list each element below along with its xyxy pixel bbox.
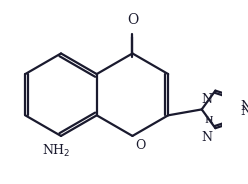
Text: N: N (202, 93, 213, 106)
Text: N: N (202, 131, 213, 144)
Text: O: O (127, 13, 138, 26)
Text: NH$_2$: NH$_2$ (42, 143, 71, 159)
Text: N: N (240, 100, 248, 114)
Text: N: N (240, 105, 248, 118)
Text: H: H (204, 116, 213, 125)
Text: O: O (135, 139, 146, 152)
